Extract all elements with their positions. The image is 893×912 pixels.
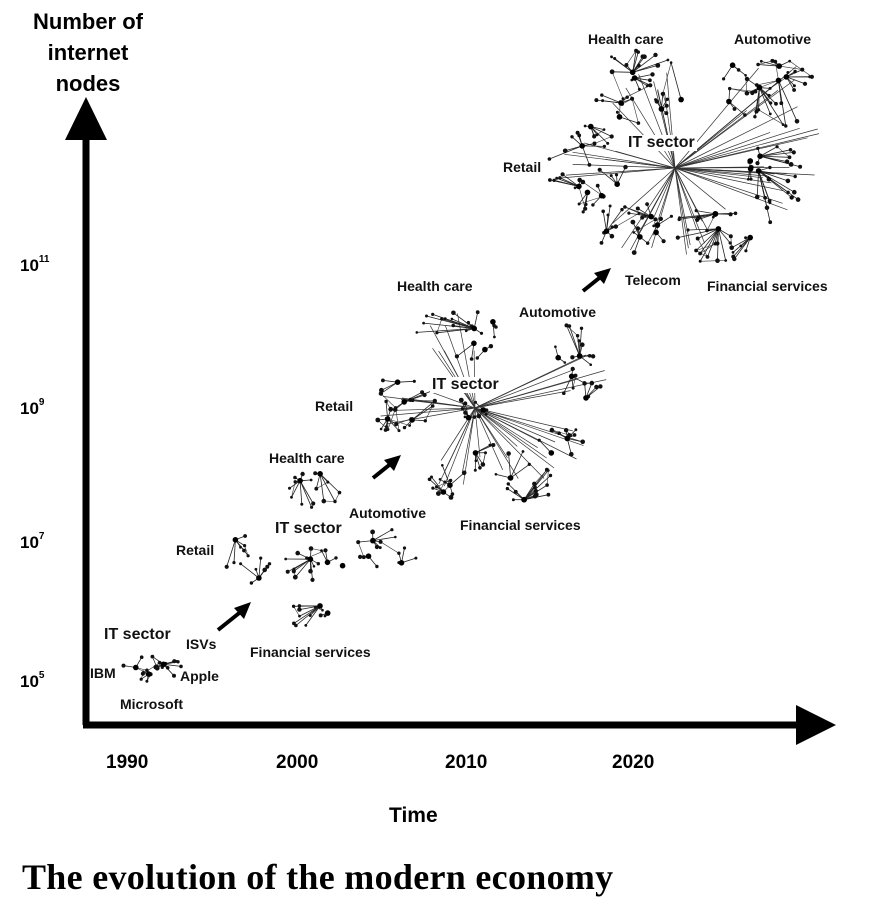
label-2020-automotive: Automotive	[734, 31, 811, 47]
cluster-2010-automotive	[554, 323, 603, 401]
cluster-2000-financial	[291, 603, 331, 628]
cluster-2020-retail	[547, 123, 628, 214]
cluster-2020-lower-b	[675, 209, 753, 264]
cluster-2020-automotive	[722, 58, 815, 128]
arrow-2000-2010	[371, 455, 401, 480]
label-1990-it-sector: IT sector	[104, 626, 171, 643]
label-2000-health-care: Health care	[269, 450, 345, 466]
label-1990-isvs: ISVs	[186, 636, 217, 652]
arrow-1990-2000	[216, 602, 251, 632]
caption: The evolution of the modern economy	[22, 857, 614, 897]
cluster-2010-lower-b	[472, 443, 531, 481]
label-2010-financial-services: Financial services	[460, 517, 581, 533]
x-tick-2000: 2000	[276, 752, 319, 773]
label-2000-automotive: Automotive	[349, 505, 426, 521]
cluster-2000-retail	[224, 534, 272, 585]
x-tick-2020: 2020	[612, 752, 655, 773]
progression-arrows	[216, 268, 611, 632]
network-clusters	[121, 48, 820, 683]
cluster-2010-health-care	[415, 310, 498, 361]
y-axis-title: Number of internet nodes	[33, 9, 143, 96]
label-2020-health-care: Health care	[588, 31, 664, 47]
label-2020-financial-services: Financial services	[707, 278, 828, 294]
cluster-2000-health-care	[288, 471, 342, 509]
label-2010-health-care: Health care	[397, 278, 473, 294]
label-1990-apple: Apple	[180, 668, 219, 684]
label-1990-ibm: IBM	[90, 665, 116, 681]
cluster-1990-it	[121, 654, 183, 683]
label-2000-it-sector: IT sector	[275, 520, 342, 537]
x-tick-1990: 1990	[106, 752, 149, 773]
cluster-2020-right	[746, 145, 803, 225]
y-tick-10-7: 107	[20, 531, 45, 552]
arrow-2010-2020	[581, 268, 611, 293]
x-tick-2010: 2010	[445, 752, 488, 773]
label-2020-it-sector: IT sector	[626, 134, 697, 151]
label-2020-retail: Retail	[503, 159, 542, 175]
label-1990-microsoft: Microsoft	[120, 696, 183, 712]
label-2010-it-sector: IT sector	[430, 376, 501, 393]
cluster-2000-it	[284, 546, 346, 583]
cluster-2010-right	[537, 427, 585, 457]
cluster-2020-lower-a	[599, 202, 674, 256]
axes	[65, 97, 836, 745]
label-2010-automotive: Automotive	[519, 304, 596, 320]
y-tick-10-11: 1011	[20, 254, 50, 275]
x-axis-arrowhead	[796, 705, 836, 745]
y-tick-10-5: 105	[20, 670, 45, 691]
cluster-2000-automotive	[356, 528, 418, 569]
cluster-2010-retail	[375, 378, 438, 433]
spokes-2020	[560, 66, 820, 255]
label-2020-telecom: Telecom	[625, 272, 681, 288]
cluster-2020-health-care	[594, 48, 684, 125]
cluster-2010-lower-c	[505, 467, 553, 503]
cluster-2010-hub	[458, 397, 489, 421]
x-axis-title: Time	[389, 804, 438, 827]
y-axis-arrowhead	[65, 97, 107, 140]
label-2010-retail: Retail	[315, 398, 354, 414]
label-2000-retail: Retail	[176, 542, 215, 558]
y-tick-10-9: 109	[20, 397, 45, 418]
label-2000-financial-services: Financial services	[250, 644, 371, 660]
cluster-2010-lower-a	[427, 464, 467, 500]
